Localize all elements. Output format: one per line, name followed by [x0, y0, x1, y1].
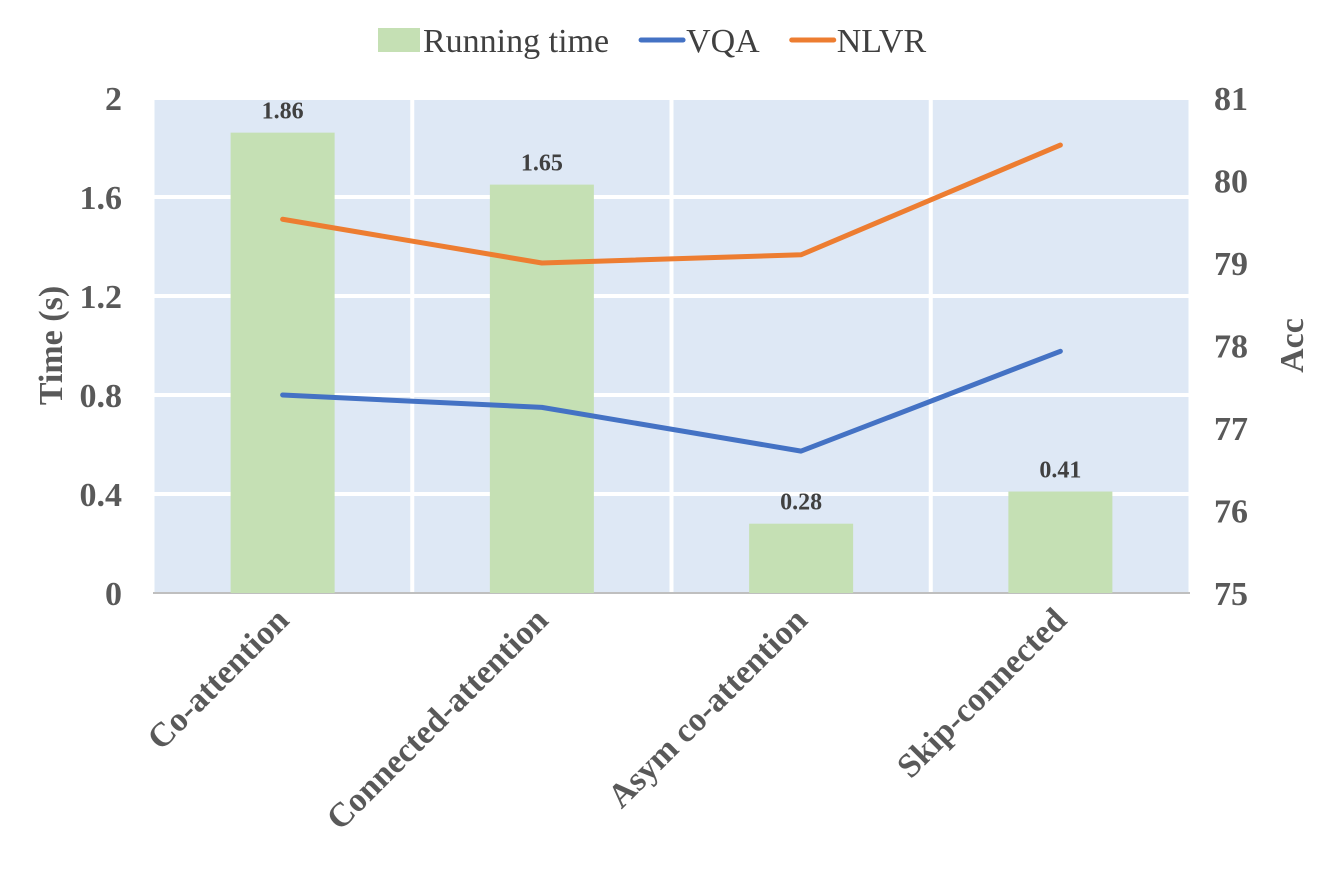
- y-left-tick-label: 0: [105, 576, 122, 613]
- y-right-tick-label: 81: [1214, 81, 1248, 118]
- plot-area: 1.86 1.65 0.28 0.41 0 0.4 0.8 1.2 1.6 2 75 76 77 78 79…: [33, 81, 1311, 837]
- legend-swatch-running-time: [378, 28, 420, 52]
- y-left-tick-label: 2: [105, 81, 122, 118]
- y-left-axis-title: Time (s): [33, 286, 70, 405]
- bar-data-label: 1.65: [521, 151, 563, 177]
- x-category-label: Asym co-attention: [601, 601, 815, 815]
- y-right-axis-title: Acc: [1274, 318, 1311, 373]
- x-category-label: Connected-attention: [320, 601, 556, 837]
- y-right-tick-label: 77: [1214, 411, 1248, 448]
- y-right-tick-label: 75: [1214, 576, 1248, 613]
- x-category-label: Co-attention: [141, 601, 297, 757]
- y-left-tick-label: 0.4: [80, 477, 123, 514]
- bar-data-label: 0.41: [1039, 458, 1081, 484]
- bar-running-time: [749, 523, 854, 593]
- y-right-tick-label: 80: [1214, 164, 1248, 201]
- legend-label-nlvr: NLVR: [837, 23, 927, 60]
- series-line-nlvr: [280, 142, 1063, 266]
- bar-running-time: [1008, 491, 1113, 593]
- y-right-tick-label: 78: [1214, 329, 1248, 366]
- bar-data-label: 1.86: [262, 99, 304, 125]
- legend-label-vqa: VQA: [686, 23, 760, 60]
- y-left-tick-label: 1.6: [80, 180, 123, 217]
- bar-running-time: [230, 132, 335, 593]
- y-left-tick-label: 0.8: [80, 378, 123, 415]
- y-left-tick-label: 1.2: [80, 279, 123, 316]
- y-right-tick-label: 79: [1214, 246, 1248, 283]
- x-category-label: Skip-connected: [890, 601, 1074, 785]
- bar-data-label: 0.28: [780, 490, 822, 516]
- legend: Running time VQA NLVR: [378, 23, 926, 60]
- y-right-tick-label: 76: [1214, 494, 1248, 531]
- bar-running-time: [489, 184, 594, 593]
- series-line-vqa: [280, 348, 1063, 454]
- legend-label-running-time: Running time: [423, 23, 609, 60]
